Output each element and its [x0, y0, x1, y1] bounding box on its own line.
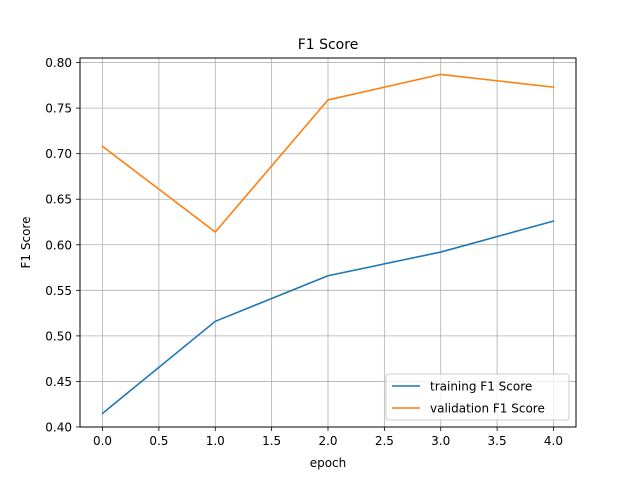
- series-line-training: [101, 220, 555, 415]
- x-tick-label: 2.5: [375, 434, 394, 448]
- y-tick-label: 0.55: [45, 284, 72, 298]
- x-axis-ticks: 0.0 0.5 1.0 1.5 2.0 2.5 3.0 3.5 4.0: [93, 427, 563, 448]
- chart-title: F1 Score: [298, 37, 359, 53]
- x-tick-label: 1.0: [206, 434, 225, 448]
- y-axis-ticks: 0.40 0.45 0.50 0.55 0.60 0.65 0.70 0.75 0.80: [45, 56, 80, 435]
- x-tick-label: 0.5: [149, 434, 168, 448]
- x-axis-label: epoch: [310, 456, 347, 470]
- series-line-validation: [101, 73, 555, 233]
- x-tick-label: 1.5: [262, 434, 281, 448]
- legend-label: validation F1 Score: [430, 402, 545, 416]
- x-tick-label: 2.0: [318, 434, 337, 448]
- legend-box: [385, 373, 570, 421]
- x-tick-label: 3.0: [431, 434, 450, 448]
- y-tick-label: 0.75: [45, 102, 72, 116]
- y-tick-label: 0.70: [45, 147, 72, 161]
- legend-label: training F1 Score: [430, 380, 532, 394]
- y-tick-label: 0.80: [45, 56, 72, 70]
- y-tick-label: 0.40: [45, 421, 72, 435]
- x-tick-label: 0.0: [93, 434, 112, 448]
- y-tick-label: 0.60: [45, 238, 72, 252]
- series-lines: [101, 73, 555, 415]
- grid: [80, 58, 576, 428]
- y-tick-label: 0.45: [45, 375, 72, 389]
- y-tick-label: 0.65: [45, 193, 72, 207]
- legend: training F1 Score validation F1 Score: [385, 373, 570, 421]
- x-tick-label: 4.0: [544, 434, 563, 448]
- x-tick-label: 3.5: [488, 434, 507, 448]
- y-axis-label: F1 Score: [19, 217, 33, 269]
- y-tick-label: 0.50: [45, 329, 72, 343]
